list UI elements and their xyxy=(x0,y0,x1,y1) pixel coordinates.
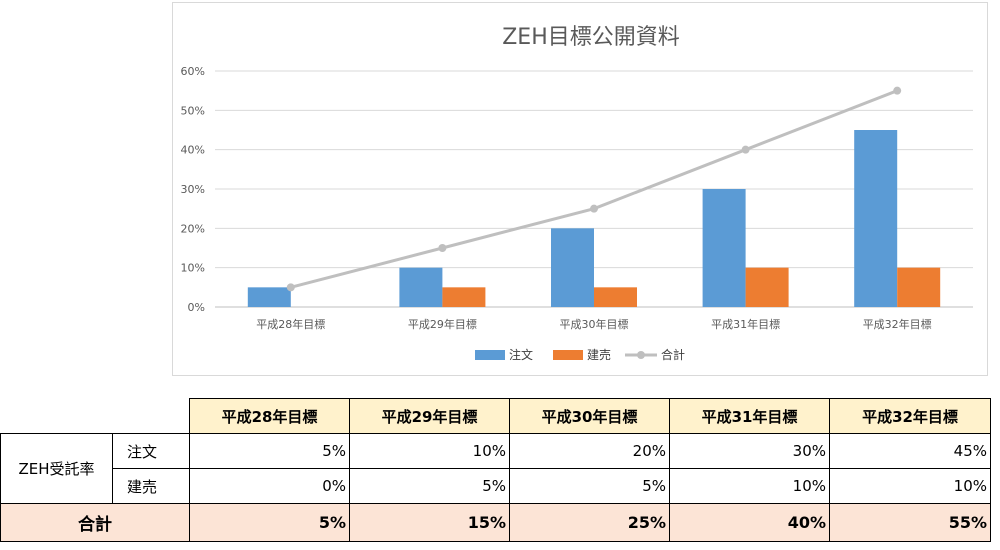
bar xyxy=(702,189,746,307)
bar xyxy=(594,287,637,307)
x-tick-label: 平成29年目標 xyxy=(408,317,477,331)
bar xyxy=(897,267,941,307)
bar xyxy=(854,130,898,307)
table-cell: 10% xyxy=(349,433,510,469)
total-cell: 40% xyxy=(669,503,830,542)
data-table: 平成28年目標 平成29年目標 平成30年目標 平成31年目標 平成32年目標 … xyxy=(0,398,991,542)
total-cell: 55% xyxy=(829,503,991,542)
x-tick-label: 平成30年目標 xyxy=(560,317,629,331)
table-row: ZEH受託率 注文 5% 10% 20% 30% 45% xyxy=(0,433,991,504)
table-row: 建売 0% 5% 5% 10% 10% xyxy=(1,468,991,504)
total-cell: 5% xyxy=(189,503,350,542)
table-cell: 30% xyxy=(669,433,830,469)
column-header: 平成30年目標 xyxy=(509,398,670,434)
table-cell: 5% xyxy=(189,433,350,469)
total-cell: 15% xyxy=(349,503,510,542)
table-cell: 10% xyxy=(829,468,991,504)
legend-label: 建売 xyxy=(587,347,611,362)
x-tick-label: 平成28年目標 xyxy=(256,317,325,331)
column-header: 平成31年目標 xyxy=(669,398,830,434)
y-tick-label: 10% xyxy=(181,262,205,275)
group-label: ZEH受託率 xyxy=(0,433,113,504)
table-cell: 0% xyxy=(189,468,350,504)
y-tick-label: 50% xyxy=(181,104,205,117)
y-tick-label: 60% xyxy=(181,65,205,78)
column-header: 平成32年目標 xyxy=(829,398,991,434)
legend-swatch xyxy=(475,350,505,360)
table-cell: 5% xyxy=(349,468,510,504)
total-cell: 25% xyxy=(509,503,670,542)
legend-swatch xyxy=(553,350,583,360)
total-row: 合計 5% 15% 25% 40% 55% xyxy=(0,503,991,542)
total-label: 合計 xyxy=(0,503,190,542)
column-header: 平成28年目標 xyxy=(189,398,350,434)
row-label: 建売 xyxy=(112,468,190,504)
table-header-row: 平成28年目標 平成29年目標 平成30年目標 平成31年目標 平成32年目標 xyxy=(1,398,991,434)
bar xyxy=(551,228,594,307)
line-point xyxy=(438,244,447,252)
blank-cell xyxy=(113,399,190,434)
bar xyxy=(247,287,291,307)
line-point xyxy=(893,86,902,95)
y-tick-label: 0% xyxy=(188,301,205,314)
row-label: 注文 xyxy=(112,433,190,469)
line-point xyxy=(741,145,750,154)
line-point xyxy=(590,204,598,213)
table-cell: 10% xyxy=(669,468,830,504)
blank-cell xyxy=(1,399,113,434)
bar xyxy=(745,267,789,307)
combo-chart: ZEH目標公開資料 0% 10% 20% 30% 40% 50% 60% 平成28年目標 平成… xyxy=(181,25,973,362)
column-header: 平成29年目標 xyxy=(349,398,510,434)
legend-label: 合計 xyxy=(661,347,685,362)
legend-marker xyxy=(637,351,645,359)
table-cell: 5% xyxy=(509,468,670,504)
line-point xyxy=(286,283,295,292)
chart-title: ZEH目標公開資料 xyxy=(502,25,680,50)
chart-container: ZEH目標公開資料 0% 10% 20% 30% 40% 50% 60% 平成28年目標 平成… xyxy=(172,2,988,376)
table-cell: 20% xyxy=(509,433,670,469)
y-tick-label: 30% xyxy=(181,183,205,196)
y-tick-label: 40% xyxy=(181,144,205,157)
table-cell: 45% xyxy=(829,433,991,469)
bar xyxy=(399,267,443,307)
y-tick-label: 20% xyxy=(181,222,205,235)
legend-label: 注文 xyxy=(509,347,533,362)
x-tick-label: 平成32年目標 xyxy=(863,317,932,331)
x-tick-label: 平成31年目標 xyxy=(711,317,780,331)
bar xyxy=(442,287,486,307)
